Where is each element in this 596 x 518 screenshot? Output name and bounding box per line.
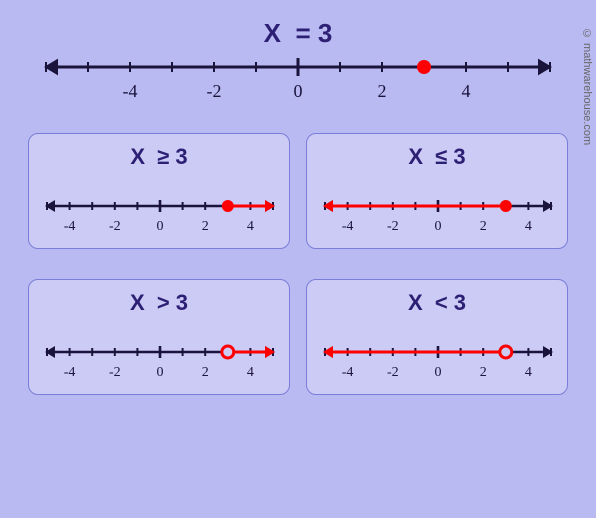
panel-equals: X = 3 -4 -2 0 2 4 (28, 18, 568, 119)
svg-text:-2: -2 (387, 365, 399, 380)
svg-text:2: 2 (202, 219, 209, 234)
svg-text:4: 4 (525, 219, 532, 234)
svg-text:-2: -2 (109, 219, 121, 234)
svg-text:-2: -2 (387, 219, 399, 234)
panel-gte: X ≥ 3 -4 -2 0 2 4 (28, 133, 290, 249)
svg-text:2: 2 (480, 219, 487, 234)
svg-text:-2: -2 (207, 81, 222, 101)
svg-text:-2: -2 (109, 365, 121, 380)
svg-text:0: 0 (435, 219, 442, 234)
watermark: © mathwarehouse.com (581, 28, 593, 145)
row-closed: X ≥ 3 -4 -2 0 2 4 X ≤ 3 -4 -2 0 2 4 (0, 133, 596, 249)
svg-text:0: 0 (157, 219, 164, 234)
panel-gt: X > 3 -4 -2 0 2 4 (28, 279, 290, 395)
svg-text:4: 4 (247, 365, 254, 380)
svg-text:0: 0 (294, 81, 303, 101)
svg-text:2: 2 (202, 365, 209, 380)
numberline-lt: -4 -2 0 2 4 (313, 334, 561, 390)
title-gte: X ≥ 3 (35, 144, 283, 170)
svg-text:4: 4 (247, 219, 254, 234)
title-equals: X = 3 (28, 18, 568, 49)
numberline-lte: -4 -2 0 2 4 (313, 188, 561, 244)
title-lte: X ≤ 3 (313, 144, 561, 170)
title-lt: X < 3 (313, 290, 561, 316)
svg-text:2: 2 (378, 81, 387, 101)
numberline-gte: -4 -2 0 2 4 (35, 188, 283, 244)
svg-text:2: 2 (480, 365, 487, 380)
panel-lte: X ≤ 3 -4 -2 0 2 4 (306, 133, 568, 249)
svg-text:-4: -4 (123, 81, 138, 101)
svg-text:-4: -4 (64, 365, 76, 380)
panel-lt: X < 3 -4 -2 0 2 4 (306, 279, 568, 395)
svg-text:4: 4 (525, 365, 532, 380)
svg-text:-4: -4 (342, 365, 354, 380)
svg-text:-4: -4 (64, 219, 76, 234)
svg-text:0: 0 (157, 365, 164, 380)
row-open: X > 3 -4 -2 0 2 4 X < 3 -4 -2 0 2 4 (0, 279, 596, 395)
svg-text:4: 4 (462, 81, 471, 101)
numberline-gt: -4 -2 0 2 4 (35, 334, 283, 390)
numberline-equals: -4 -2 0 2 4 (28, 49, 568, 119)
svg-text:-4: -4 (342, 219, 354, 234)
title-gt: X > 3 (35, 290, 283, 316)
svg-text:0: 0 (435, 365, 442, 380)
